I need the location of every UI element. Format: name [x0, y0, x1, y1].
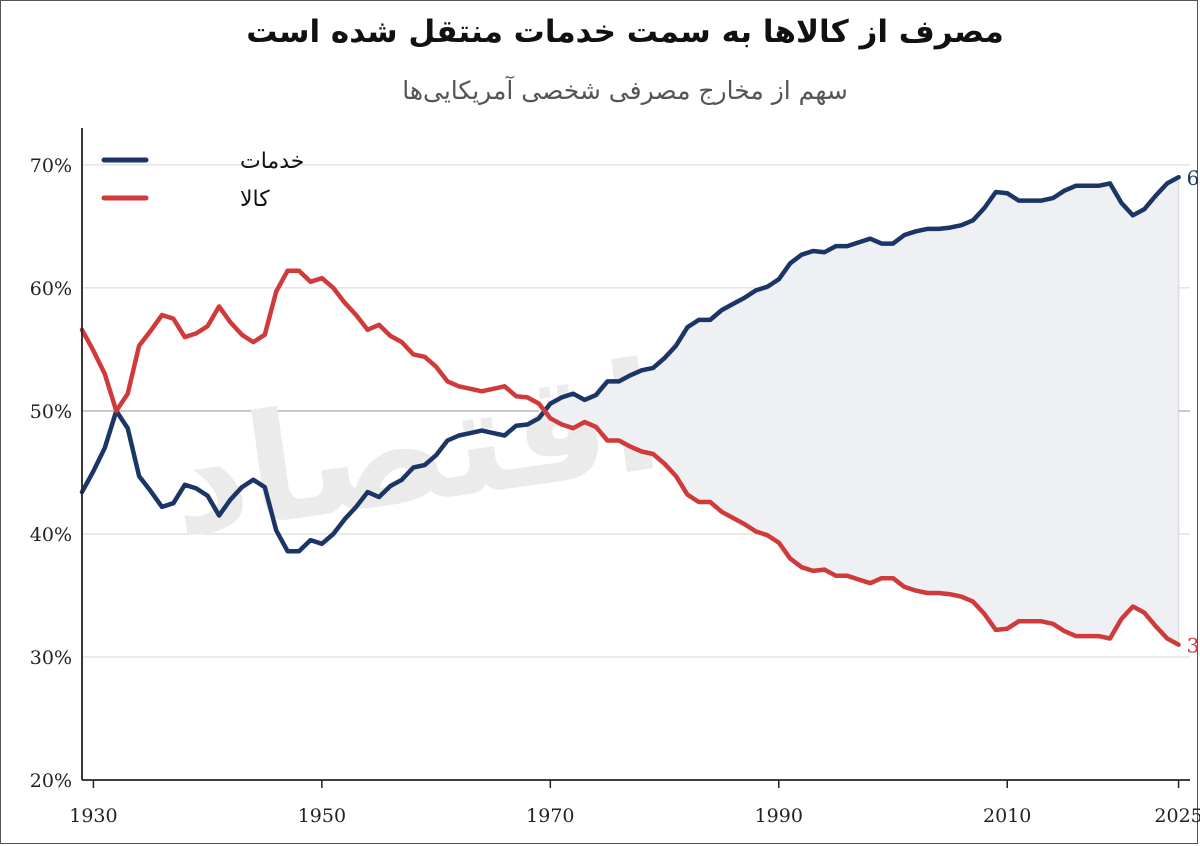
chart-title: مصرف از کالاها به سمت خدمات منتقل شده اس…	[246, 14, 1004, 50]
series-end-label: 31%	[1187, 634, 1200, 658]
end-labels: 69% 31%	[1187, 166, 1200, 657]
x-tick-label: 1990	[755, 805, 803, 827]
x-tick-label: 1950	[298, 805, 346, 827]
x-tick-label: 2025	[1154, 805, 1200, 827]
y-tick-label: 60%	[30, 278, 72, 300]
y-tick-label: 40%	[30, 524, 72, 546]
legend-label: کالا	[240, 187, 270, 212]
axes	[81, 128, 1190, 781]
legend-label: خدمات	[240, 149, 304, 174]
x-tick-label: 1970	[526, 805, 574, 827]
series-end-label: 69%	[1187, 166, 1200, 190]
chart-subtitle: سهم از مخارج مصرفی شخصی آمریکایی‌ها	[402, 76, 848, 105]
series-line	[79, 268, 1181, 647]
x-tick-label: 1930	[69, 805, 117, 827]
gap-fill-area	[538, 177, 1179, 645]
y-tick-label: 20%	[30, 770, 72, 792]
series-lines	[79, 174, 1181, 647]
legend: خدمات کالا	[101, 149, 304, 212]
y-tick-label: 50%	[30, 401, 72, 423]
y-tick-label: 70%	[30, 155, 72, 177]
y-tick-label: 30%	[30, 647, 72, 669]
tick-labels: 20% 30% 40% 50% 60% 70% 1930 1950 1970 1990 2010 20…	[30, 155, 1200, 827]
series-line	[79, 174, 1181, 554]
x-tick-label: 2010	[983, 805, 1031, 827]
